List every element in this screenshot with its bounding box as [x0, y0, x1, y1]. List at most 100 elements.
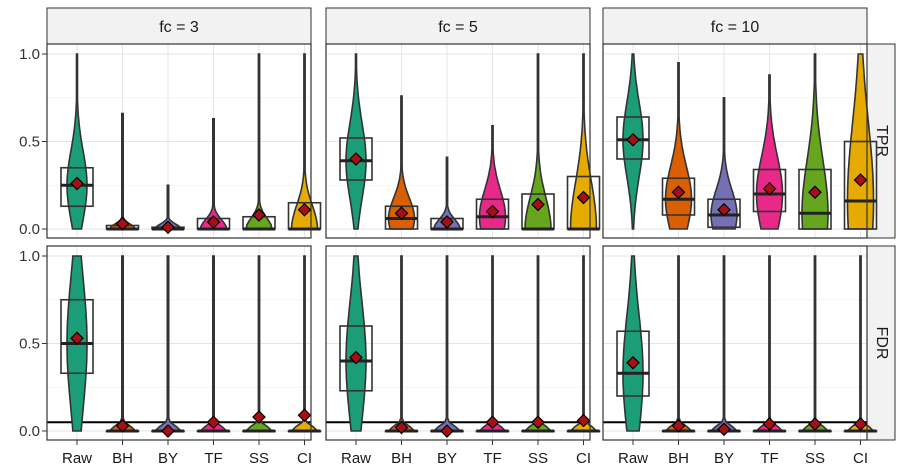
facet-strip-3 [602, 7, 868, 45]
mean-marker [717, 202, 731, 217]
violin-tf [478, 125, 507, 230]
y-tick-label: 1.0 [19, 46, 40, 63]
mean-marker [808, 417, 822, 431]
x-tick-label: SS [528, 450, 548, 467]
violin-by [709, 255, 739, 432]
facet-strip-label: fc = 3 [159, 19, 199, 36]
violin-raw [622, 255, 644, 432]
x-tick-label: TF [760, 450, 778, 467]
violin-ci [290, 53, 319, 230]
violin-bh [663, 255, 694, 432]
violin-by [710, 97, 738, 230]
violin-ss [523, 255, 553, 432]
violin-ci [289, 255, 320, 432]
boxplot-raw [339, 137, 373, 181]
violin-tf [477, 255, 508, 432]
mean-marker [349, 152, 363, 166]
mean-marker [576, 413, 591, 428]
facet-strip-1 [46, 7, 312, 45]
violin-bh [386, 255, 417, 432]
violin-ci [568, 255, 599, 432]
mean-marker [297, 408, 312, 423]
x-tick-label: BY [158, 450, 178, 467]
mean-marker [485, 415, 500, 430]
x-tick-label: BY [437, 450, 457, 467]
mean-marker [206, 215, 221, 229]
facet-strip-2 [325, 7, 591, 45]
boxplot-tf [752, 168, 787, 213]
y-tick-label: 0.5 [19, 134, 40, 151]
x-tick-label: Raw [341, 450, 371, 467]
panel-tpr-1 [46, 43, 322, 239]
violin-by [432, 255, 462, 432]
y-tick-label: 0.0 [19, 423, 40, 440]
x-tick-label: SS [249, 450, 269, 467]
row-strip-label: FDR [873, 327, 890, 360]
mean-marker [70, 176, 84, 191]
x-tick-label: CI [576, 450, 591, 467]
panel-tpr-3 [602, 43, 878, 239]
mean-marker [576, 190, 591, 205]
mean-marker [626, 132, 640, 147]
mean-marker [762, 417, 777, 431]
mean-marker [206, 415, 221, 430]
mean-marker [70, 331, 84, 346]
mean-marker [115, 418, 130, 433]
boxplot-by [707, 198, 741, 229]
violin-bh [664, 62, 693, 230]
panel-border [602, 245, 868, 441]
violin-ss [244, 53, 274, 230]
mean-marker [717, 422, 731, 437]
boxplot-raw [339, 325, 373, 392]
panel-fdr-2 [325, 245, 601, 441]
boxplot-raw [60, 166, 94, 208]
boxplot-raw [616, 330, 650, 397]
boxplot-bh [661, 177, 696, 216]
mean-marker [394, 420, 409, 435]
violin-ss [244, 255, 274, 432]
violin-bh [107, 255, 138, 432]
violin-by [153, 255, 183, 432]
violin-by [153, 184, 183, 230]
mean-marker [762, 181, 777, 196]
violin-raw [345, 255, 367, 432]
x-tick-label: TF [483, 450, 501, 467]
mean-marker [349, 350, 363, 365]
y-tick-label: 0.5 [19, 336, 40, 353]
panel-border [325, 43, 591, 239]
boxplot-raw [60, 298, 94, 375]
violin-tf [754, 255, 785, 432]
y-tick-label: 0.0 [19, 221, 40, 238]
boxplot-ci [843, 140, 878, 230]
mean-marker [161, 424, 175, 438]
mean-marker [853, 417, 868, 431]
x-tick-label: Raw [62, 450, 92, 467]
facet-strip-label: fc = 5 [438, 19, 478, 36]
x-tick-label: BH [391, 450, 412, 467]
mean-marker [297, 202, 312, 217]
mean-marker [531, 197, 545, 212]
boxplot-tf [475, 198, 510, 230]
violin-ss [524, 53, 552, 230]
y-tick-label: 1.0 [19, 248, 40, 265]
mean-marker [440, 424, 454, 438]
mean-marker [531, 415, 545, 430]
panel-fdr-3 [602, 245, 878, 441]
mean-marker [671, 418, 686, 433]
facet-strip-label: fc = 10 [711, 19, 760, 36]
panel-border [46, 245, 312, 441]
x-tick-label: BH [668, 450, 689, 467]
row-strip-fdr [866, 245, 896, 441]
mean-marker [485, 204, 500, 219]
violin-raw [345, 53, 367, 230]
violin-tf [199, 118, 228, 230]
boxplot-raw [616, 116, 650, 160]
mean-marker [252, 208, 266, 222]
mean-marker [161, 220, 175, 235]
x-tick-label: TF [204, 450, 222, 467]
violin-tf [755, 74, 784, 230]
x-tick-label: SS [805, 450, 825, 467]
boxplot-ss [798, 168, 832, 230]
